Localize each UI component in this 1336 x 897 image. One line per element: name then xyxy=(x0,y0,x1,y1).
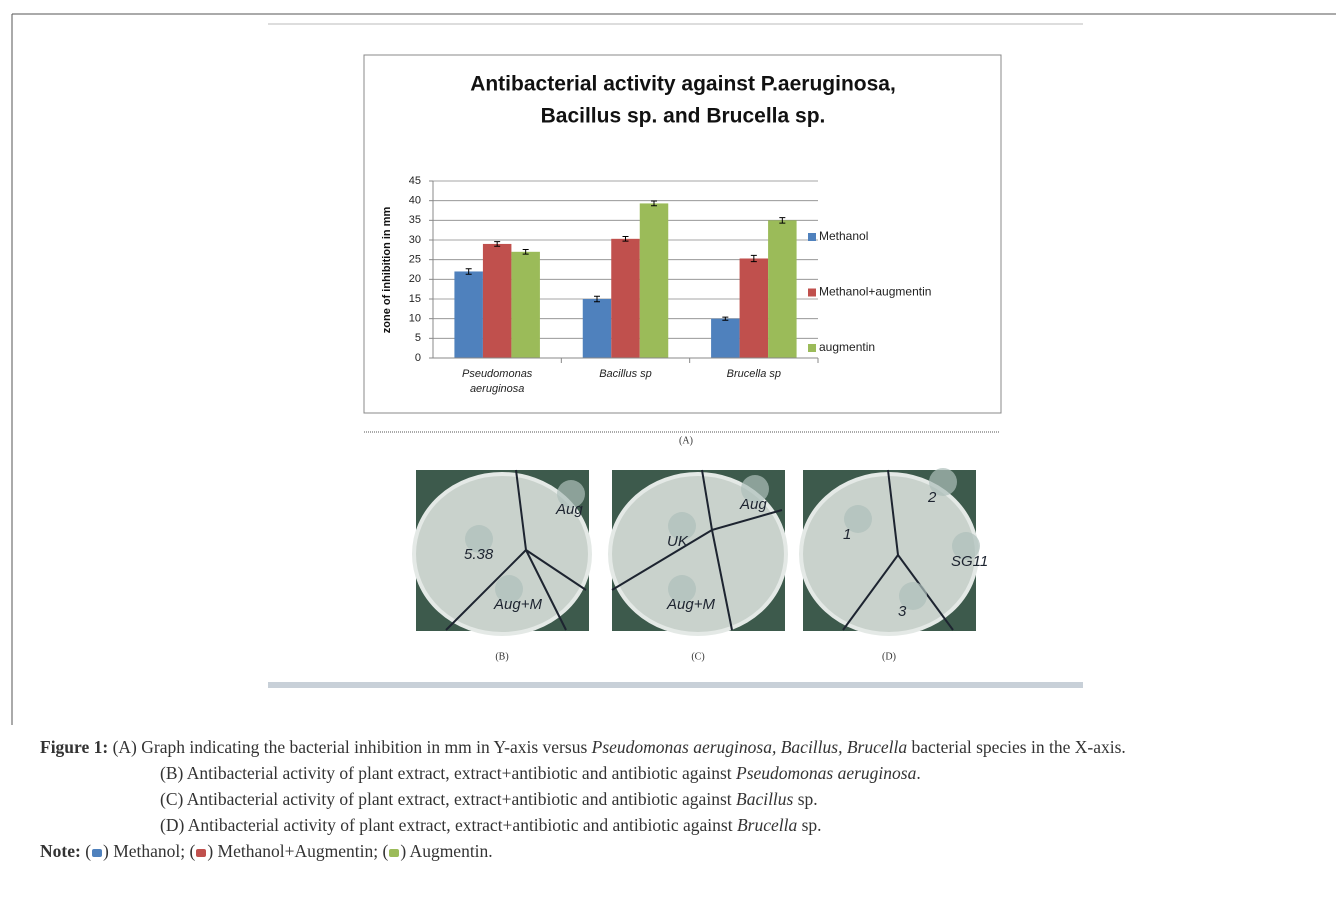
photo: Aug 5.38 Aug+M xyxy=(414,470,590,634)
handwritten-label: 1 xyxy=(843,526,851,543)
photo: Aug UK Aug+M xyxy=(610,470,786,634)
note-icon xyxy=(92,849,102,857)
handwritten-label: UK xyxy=(667,533,689,550)
note-text: ( xyxy=(85,841,91,861)
handwritten-label: 3 xyxy=(898,603,907,620)
legend-swatch xyxy=(808,344,816,352)
caption-text: Pseudomonas aeruginosa, Bacillus, Brucel… xyxy=(592,737,907,757)
handwritten-label: Aug+M xyxy=(493,596,542,613)
caption-text: (A) Graph indicating the bacterial inhib… xyxy=(113,737,592,757)
y-tick-label: 0 xyxy=(415,352,421,364)
handwritten-label: Aug xyxy=(555,501,583,518)
caption-label: Figure 1: xyxy=(40,737,108,757)
x-tick-label-box: Bacillus sp xyxy=(566,367,686,407)
handwritten-label: 2 xyxy=(927,489,937,506)
photo: 2 1 SG11 3 xyxy=(801,468,988,634)
note-icon xyxy=(389,849,399,857)
caption-text: . xyxy=(916,763,920,783)
caption-text: Bacillus xyxy=(736,789,793,809)
caption-line: (B) Antibacterial activity of plant extr… xyxy=(40,760,1310,786)
rule-bottom xyxy=(268,682,1083,688)
y-tick-label: 5 xyxy=(415,332,421,344)
y-tick-label: 35 xyxy=(409,214,421,226)
caption-line: Figure 1: (A) Graph indicating the bacte… xyxy=(40,734,1310,760)
note-label: Note: xyxy=(40,841,81,861)
photo-caption: (D) xyxy=(882,651,896,662)
y-tick-label: 25 xyxy=(409,254,421,266)
y-tick-label: 40 xyxy=(409,195,421,207)
bar xyxy=(583,299,612,358)
legend-swatch xyxy=(808,233,816,241)
y-tick-label: 10 xyxy=(409,313,421,325)
bar xyxy=(511,252,539,358)
x-tick-label-box: Brucella sp xyxy=(694,367,814,407)
note-icon xyxy=(196,849,206,857)
caption-text: bacterial species in the X-axis. xyxy=(907,737,1126,757)
caption-text: Pseudomonas aeruginosa xyxy=(736,763,916,783)
caption-line: (C) Antibacterial activity of plant extr… xyxy=(40,786,1310,812)
caption-text: sp. xyxy=(793,789,817,809)
panel-label: (A) xyxy=(679,435,693,446)
caption-text: (D) Antibacterial activity of plant extr… xyxy=(160,815,737,835)
bar xyxy=(740,258,769,358)
figure-caption: Figure 1: (A) Graph indicating the bacte… xyxy=(40,734,1310,864)
x-tick-label: Brucella sp xyxy=(694,367,814,382)
bar xyxy=(711,319,740,358)
x-tick-label: Bacillus sp xyxy=(566,367,686,382)
note-text: ) Methanol+Augmentin; ( xyxy=(207,841,388,861)
caption-line: (D) Antibacterial activity of plant extr… xyxy=(40,812,1310,838)
handwritten-label: Aug+M xyxy=(666,596,715,613)
note-text: ) Augmentin. xyxy=(400,841,492,861)
bar xyxy=(640,203,669,358)
handwritten-label: Aug xyxy=(739,496,767,513)
legend-label: Methanol+augmentin xyxy=(819,285,931,299)
caption-text: Brucella xyxy=(737,815,797,835)
chart-title: Bacillus sp. and Brucella sp. xyxy=(541,105,826,128)
bar xyxy=(611,239,640,358)
caption-note: Note: ( ) Methanol; ( ) Methanol+Augmentin… xyxy=(40,838,1310,864)
y-tick-label: 15 xyxy=(409,293,421,305)
x-tick-label-box: Pseudomonas aeruginosa xyxy=(437,367,557,407)
handwritten-label: 5.38 xyxy=(464,546,494,563)
legend-label: augmentin xyxy=(819,340,875,354)
photo-caption: (B) xyxy=(495,651,508,662)
handwritten-label: SG11 xyxy=(951,553,988,570)
caption-text: sp. xyxy=(797,815,821,835)
bar xyxy=(454,271,483,358)
photo-caption: (C) xyxy=(691,651,704,662)
bar xyxy=(483,244,512,358)
y-axis-label: zone of inhibition in mm xyxy=(381,207,393,334)
y-tick-label: 20 xyxy=(409,273,421,285)
y-tick-label: 45 xyxy=(409,175,421,187)
x-tick-label: Pseudomonas aeruginosa xyxy=(437,367,557,397)
figure: Antibacterial activity against P.aerugin… xyxy=(0,0,1336,725)
note-text: ) Methanol; ( xyxy=(103,841,195,861)
legend-swatch xyxy=(808,289,816,297)
caption-text: (C) Antibacterial activity of plant extr… xyxy=(160,789,736,809)
y-tick-label: 30 xyxy=(409,234,421,246)
caption-text: (B) Antibacterial activity of plant extr… xyxy=(160,763,736,783)
chart-title: Antibacterial activity against P.aerugin… xyxy=(470,73,896,96)
legend-label: Methanol xyxy=(819,229,868,243)
bar xyxy=(768,220,797,358)
